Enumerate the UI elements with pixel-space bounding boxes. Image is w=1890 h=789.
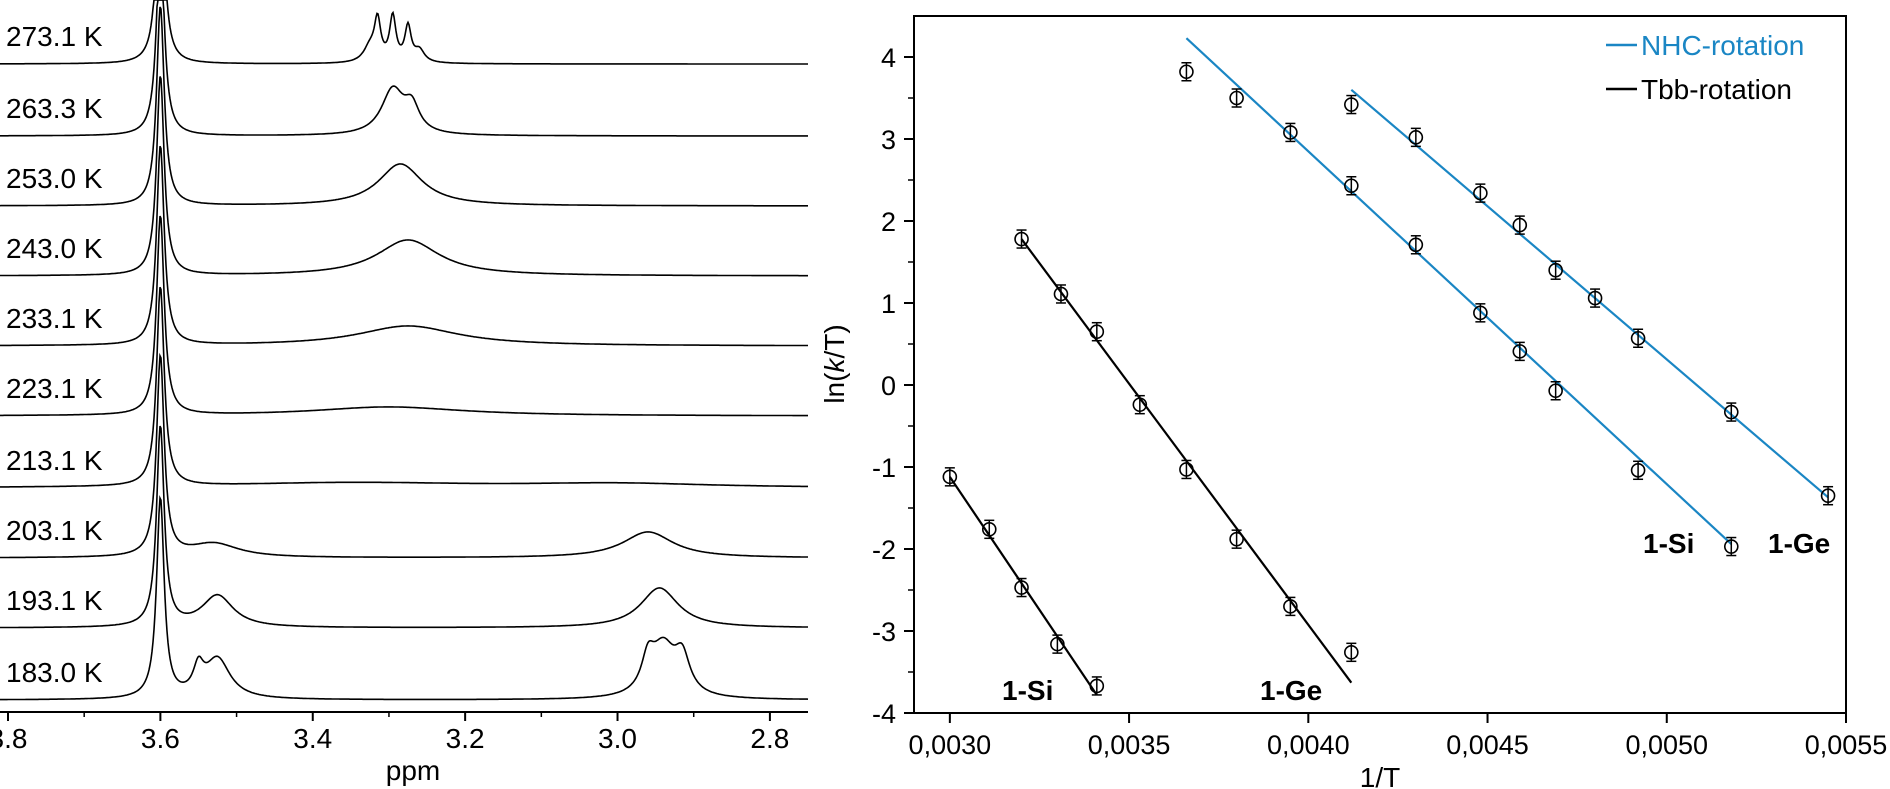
temperature-label: 243.0 K [6,233,103,264]
nmr-trace [0,352,808,559]
plot-x-tick-label: 0,0040 [1267,730,1350,760]
data-point [1473,303,1488,323]
data-point [1132,394,1148,415]
data-point [1512,215,1528,235]
plot-x-tick-label: 0,0030 [909,730,992,760]
nmr-x-tick-label: 3.0 [598,723,637,754]
data-point [1344,642,1359,663]
temperature-label: 273.1 K [6,21,103,52]
plot-x-tick-label: 0,0035 [1088,730,1171,760]
nmr-x-tick-label: 2.8 [750,723,789,754]
fit-line [948,476,1098,696]
data-point [1408,127,1424,148]
nmr-spectra-panel: 273.1 K 263.3 K 253.0 K 243.0 K 233.1 K 223.1… [0,0,809,786]
plot-x-tick-label: 0,0050 [1625,730,1708,760]
temperature-label: 193.1 K [6,585,103,616]
temperature-label: 183.0 K [6,657,103,688]
plot-y-tick-label: -4 [872,699,896,729]
temperature-label: 233.1 K [6,303,103,334]
data-point [942,467,958,487]
data-point [1723,402,1739,422]
plot-frame [913,15,1847,714]
data-point [1179,62,1194,82]
nmr-x-tick-label: 3.4 [293,723,332,754]
plot-x-tick-label: 0,0045 [1446,730,1529,760]
temperature-label: 253.0 K [6,163,103,194]
nmr-trace [0,286,808,488]
data-point [1723,536,1739,557]
plot-y-tick-label: 0 [881,371,896,401]
legend-label-nhc: NHC-rotation [1641,30,1804,61]
nmr-trace [0,494,809,701]
eyring-plot-panel: 0,0030 0,0035 0,0040 0,0045 0,0050 0,0055 -4 -3… [819,15,1888,789]
data-point [1630,460,1646,481]
data-point [1820,485,1836,506]
nmr-trace [0,145,808,347]
data-point [981,519,997,540]
legend-label-tbb: Tbb-rotation [1641,74,1792,105]
data-point [1587,288,1603,308]
data-point [1344,94,1359,115]
annotation-1-si-nhc: 1-Si [1643,528,1694,559]
plot-y-tick-label: 1 [881,289,896,319]
nmr-trace [0,215,808,417]
data-point [1283,122,1298,143]
plot-y-tick-label: -1 [872,453,896,483]
plot-y-tick-label: -2 [872,535,896,565]
temperature-label: 263.3 K [6,93,103,124]
nmr-trace [0,6,808,207]
annotation-1-ge-nhc: 1-Ge [1768,528,1830,559]
data-point [1630,328,1646,349]
nmr-x-tick-label: 3.2 [446,723,485,754]
data-point [1229,529,1244,549]
data-point [1548,380,1563,401]
plot-x-axis-label: 1/T [1360,762,1400,789]
temperature-label: 203.1 K [6,515,103,546]
data-point [1512,341,1528,362]
data-point [1014,229,1029,249]
legend: NHC-rotation Tbb-rotation [1606,30,1804,105]
nmr-trace [0,425,808,629]
plot-y-axis-label: ln(k/T) [819,324,850,403]
nmr-x-axis-label: ppm [386,755,440,786]
plot-y-tick-label: 2 [881,207,896,237]
nmr-x-tick-label: 3.8 [0,723,27,754]
annotation-1-si-tbb: 1-Si [1002,675,1053,706]
nmr-trace [0,76,808,277]
data-point [1179,459,1194,480]
plot-y-tick-label: 4 [881,43,896,73]
nmr-x-tick-label: 3.6 [141,723,180,754]
nmr-trace [0,0,808,65]
data-point [1050,634,1065,654]
data-point [1283,596,1298,617]
data-point [1014,577,1029,598]
plot-y-tick-label: -3 [872,617,896,647]
fit-line [1185,37,1733,545]
data-point [1053,284,1069,304]
data-point [1408,235,1424,255]
data-point [1229,88,1244,108]
data-point [1089,676,1105,696]
data-point [1344,175,1359,196]
data-point [1089,321,1105,342]
data-point [1548,260,1563,280]
data-point [1473,183,1488,203]
plot-y-tick-label: 3 [881,125,896,155]
temperature-label: 213.1 K [6,445,103,476]
annotation-1-ge-tbb: 1-Ge [1260,675,1322,706]
nmr-trace [0,0,808,137]
plot-x-tick-label: 0,0055 [1805,730,1888,760]
temperature-label: 223.1 K [6,373,103,404]
